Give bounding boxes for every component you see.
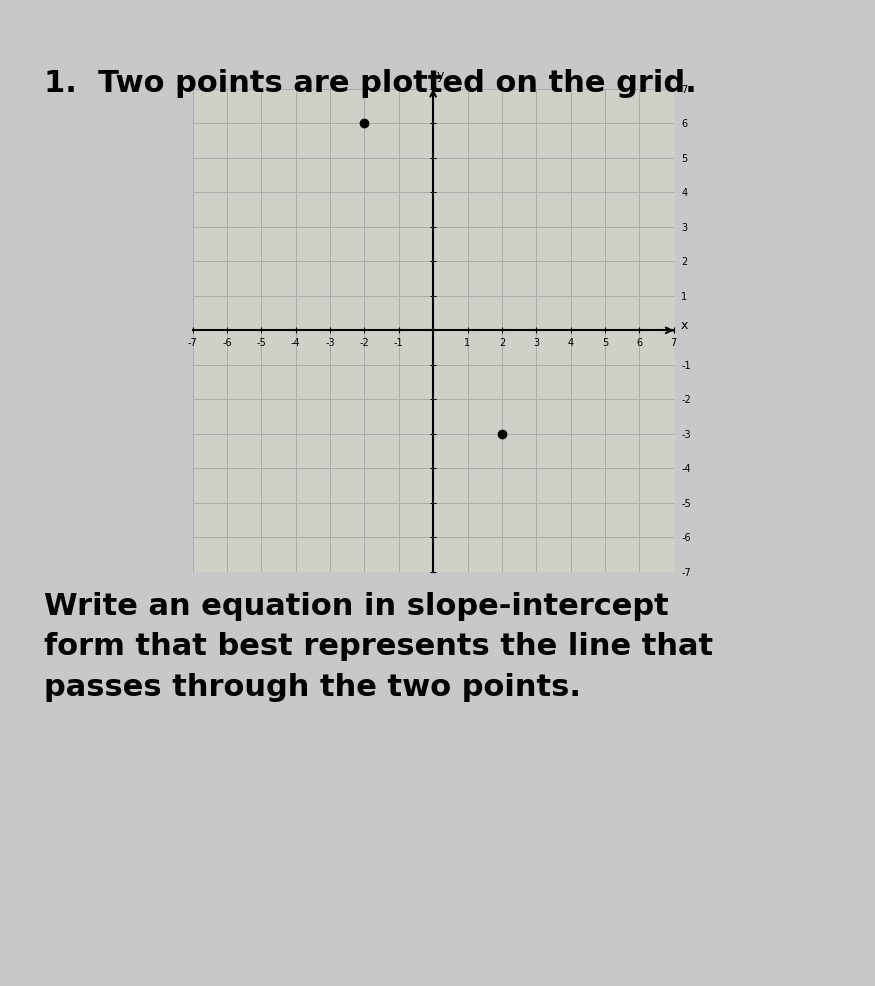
Text: 1.  Two points are plotted on the grid.: 1. Two points are plotted on the grid. bbox=[44, 69, 696, 98]
Text: Write an equation in slope-intercept
form that best represents the line that
pas: Write an equation in slope-intercept for… bbox=[44, 592, 713, 702]
Text: x: x bbox=[681, 318, 688, 331]
Text: y: y bbox=[437, 69, 444, 82]
